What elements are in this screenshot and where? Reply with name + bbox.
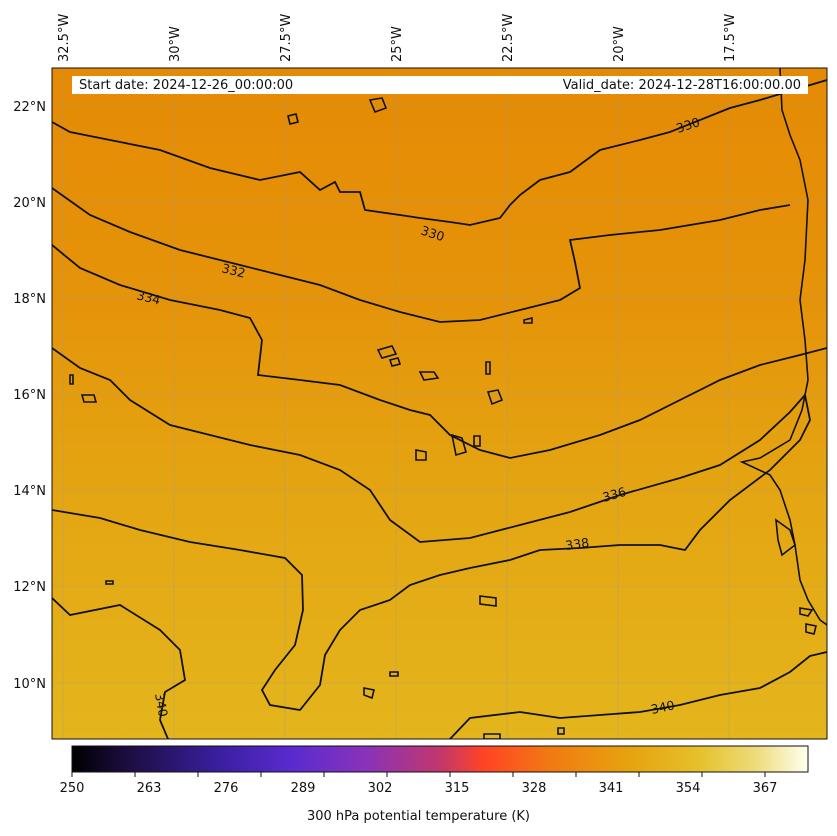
contour-label-330-center: 330	[419, 223, 446, 245]
colorbar-tick-label: 263	[136, 781, 162, 796]
colorbar-tick-label: 328	[521, 781, 547, 796]
colorbar	[71, 745, 809, 773]
lon-label-25w: 25°W	[390, 26, 405, 62]
colorbar-tick-label: 341	[598, 781, 624, 796]
contour-label-336: 336	[601, 484, 628, 505]
contour-lines	[52, 79, 827, 739]
colorbar-tick-label: 289	[290, 781, 316, 796]
latitude-labels: 22°N 20°N 18°N 16°N 14°N 12°N 10°N	[13, 100, 46, 692]
lon-label-20w: 20°W	[612, 26, 627, 62]
coastlines	[69, 68, 827, 739]
colorbar-tick-label: 250	[59, 781, 85, 796]
lat-label-22n: 22°N	[13, 100, 46, 115]
colorbar-tick-label: 367	[752, 781, 778, 796]
temperature-field	[52, 68, 827, 739]
longitude-labels: 32.5°W 30°W 27.5°W 25°W 22.5°W 20°W 17.5…	[57, 14, 738, 62]
contour-label-340-west: 340	[152, 692, 171, 718]
colorbar-tick-label: 315	[444, 781, 470, 796]
colorbar-tick-label: 276	[213, 781, 239, 796]
contour-label-334: 334	[135, 287, 162, 307]
valid-date-label: Valid_date: 2024-12-28T16:00:00.00	[562, 78, 801, 93]
lat-label-20n: 20°N	[13, 196, 46, 211]
lat-label-12n: 12°N	[13, 580, 46, 595]
colorbar-tick-label: 354	[675, 781, 701, 796]
header-band	[72, 76, 808, 94]
lon-label-32-5w: 32.5°W	[57, 14, 72, 62]
lat-label-16n: 16°N	[13, 388, 46, 403]
map-frame	[51, 67, 828, 740]
contour-label-330-east: 330	[674, 114, 701, 136]
contour-label-340-east: 340	[650, 697, 677, 717]
colorbar-ticks	[71, 772, 766, 777]
gridlines	[52, 68, 827, 739]
lon-label-22-5w: 22.5°W	[501, 14, 516, 62]
colorbar-title: 300 hPa potential temperature (K)	[306, 809, 530, 824]
lon-label-30w: 30°W	[168, 26, 183, 62]
colorbar-tick-label: 302	[367, 781, 393, 796]
contour-label-332: 332	[220, 260, 247, 280]
lat-label-18n: 18°N	[13, 292, 46, 307]
contour-label-338: 338	[564, 535, 590, 553]
lat-label-10n: 10°N	[13, 677, 46, 692]
start-date-label: Start date: 2024-12-26_00:00:00	[79, 78, 294, 93]
lon-label-27-5w: 27.5°W	[279, 14, 294, 62]
lon-label-17-5w: 17.5°W	[723, 14, 738, 62]
lat-label-14n: 14°N	[13, 484, 46, 499]
contour-labels: 330 330 332 334 336 338 340 340	[135, 114, 701, 718]
